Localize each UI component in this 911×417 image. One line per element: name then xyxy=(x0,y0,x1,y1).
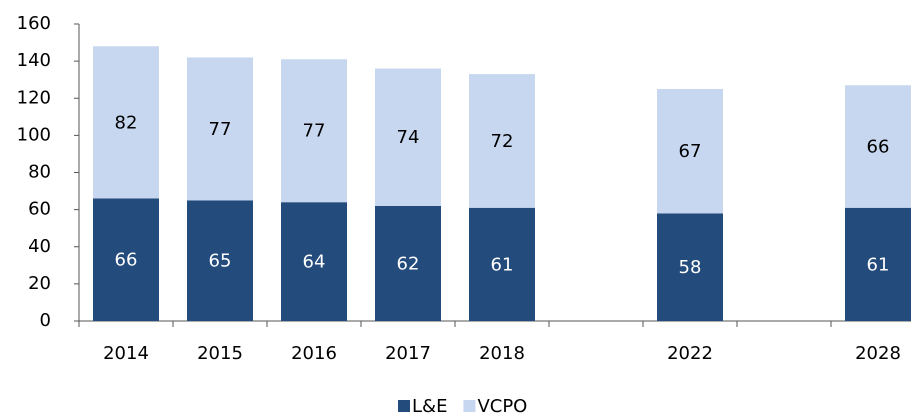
legend-swatch xyxy=(398,400,410,412)
y-tick-label: 160 xyxy=(17,13,51,34)
y-tick-label: 120 xyxy=(17,87,51,108)
data-label: 77 xyxy=(209,119,232,140)
data-label: 66 xyxy=(115,250,138,271)
x-tick-label: 2017 xyxy=(385,343,431,364)
x-tick-label: 2018 xyxy=(479,343,525,364)
y-tick-label: 40 xyxy=(28,236,51,257)
data-label: 65 xyxy=(209,251,232,272)
y-tick-label: 140 xyxy=(17,50,51,71)
data-label: 77 xyxy=(303,121,326,142)
data-label: 61 xyxy=(867,254,890,275)
legend-label: VCPO xyxy=(477,396,527,417)
y-tick-label: 20 xyxy=(28,273,51,294)
bar-segment xyxy=(187,57,253,201)
bar-segment xyxy=(281,59,347,203)
bar-segment xyxy=(657,88,723,214)
data-label: 74 xyxy=(397,127,420,148)
bar-segment xyxy=(845,85,911,208)
bar-segment xyxy=(93,46,159,199)
bar-segment xyxy=(657,213,723,321)
data-label: 82 xyxy=(115,112,138,133)
bar-segment xyxy=(375,68,441,206)
y-tick-label: 0 xyxy=(40,310,51,331)
data-label: 64 xyxy=(303,252,326,273)
x-tick-label: 2016 xyxy=(291,343,337,364)
x-tick-label: 2014 xyxy=(103,343,149,364)
data-label: 62 xyxy=(397,253,420,274)
data-label: 72 xyxy=(491,131,514,152)
bar-segment xyxy=(281,202,347,321)
bar-segment xyxy=(845,207,911,321)
bar-segment xyxy=(187,200,253,321)
y-tick-label: 100 xyxy=(17,124,51,145)
y-tick-label: 80 xyxy=(28,162,51,183)
data-label: 61 xyxy=(491,254,514,275)
x-tick-label: 2022 xyxy=(667,343,713,364)
x-tick-label: 2028 xyxy=(855,343,901,364)
data-label: 58 xyxy=(679,257,702,278)
legend-swatch xyxy=(463,400,476,412)
data-label: 66 xyxy=(867,137,890,158)
bar-segment xyxy=(93,198,159,321)
bar-segment xyxy=(469,207,535,321)
data-label: 67 xyxy=(679,141,702,162)
legend-label: L&E xyxy=(412,396,447,417)
bar-segment xyxy=(375,205,441,321)
x-tick-label: 2015 xyxy=(197,343,243,364)
y-tick-label: 60 xyxy=(28,199,51,220)
bar-segment xyxy=(469,74,535,208)
